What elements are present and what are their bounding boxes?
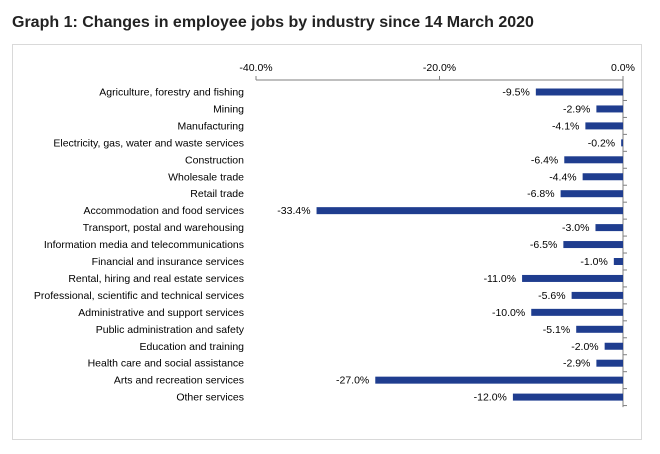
chart-title: Graph 1: Changes in employee jobs by ind… bbox=[12, 14, 534, 31]
category-label: Professional, scientific and technical s… bbox=[34, 290, 244, 302]
data-label: -6.4% bbox=[531, 154, 558, 166]
category-label: Manufacturing bbox=[177, 120, 244, 132]
bar bbox=[571, 291, 623, 299]
category-label: Agriculture, forestry and fishing bbox=[99, 87, 244, 99]
bar bbox=[596, 105, 623, 113]
bar bbox=[316, 207, 623, 215]
x-tick-label: 0.0% bbox=[611, 62, 635, 74]
category-label: Other services bbox=[176, 392, 244, 404]
category-label: Public administration and safety bbox=[96, 324, 245, 336]
category-label: Wholesale trade bbox=[168, 171, 244, 183]
data-label: -6.8% bbox=[527, 188, 554, 200]
x-tick-label: -20.0% bbox=[423, 62, 456, 74]
data-label: -11.0% bbox=[484, 273, 517, 285]
data-label: -27.0% bbox=[336, 375, 369, 387]
bar bbox=[613, 258, 623, 265]
bar bbox=[595, 224, 623, 232]
bar-layer bbox=[316, 88, 623, 401]
category-label: Accommodation and food services bbox=[84, 205, 245, 217]
data-label: -5.1% bbox=[543, 324, 570, 336]
label-layer: Agriculture, forestry and fishing -9.5% Mi… bbox=[34, 87, 615, 404]
data-label: -4.1% bbox=[552, 120, 579, 132]
category-label: Rental, hiring and real estate services bbox=[68, 273, 244, 285]
category-label: Retail trade bbox=[190, 188, 244, 200]
chart-frame bbox=[12, 44, 642, 440]
data-label: -12.0% bbox=[474, 392, 507, 404]
data-label: -1.0% bbox=[580, 256, 607, 268]
category-label: Electricity, gas, water and waste servic… bbox=[53, 137, 244, 149]
category-label: Financial and insurance services bbox=[92, 256, 244, 268]
bar bbox=[563, 241, 623, 249]
bar bbox=[522, 274, 623, 282]
category-label: Transport, postal and warehousing bbox=[83, 222, 244, 234]
bar bbox=[576, 325, 623, 333]
x-tick-label: -40.0% bbox=[239, 62, 272, 74]
bar bbox=[582, 173, 623, 181]
category-label: Arts and recreation services bbox=[114, 375, 244, 387]
bar bbox=[512, 393, 623, 401]
category-label: Mining bbox=[213, 103, 244, 115]
bar bbox=[535, 88, 623, 96]
data-label: -4.4% bbox=[549, 171, 576, 183]
bar bbox=[564, 156, 623, 164]
bar bbox=[531, 308, 623, 316]
data-label: -2.9% bbox=[563, 358, 590, 370]
data-label: -0.2% bbox=[588, 137, 615, 149]
data-label: -9.5% bbox=[502, 87, 529, 99]
category-label: Construction bbox=[185, 154, 244, 166]
category-label: Education and training bbox=[140, 341, 245, 353]
data-label: -10.0% bbox=[492, 307, 525, 319]
bar bbox=[604, 342, 623, 350]
data-label: -5.6% bbox=[538, 290, 565, 302]
bar bbox=[560, 190, 623, 198]
category-label: Information media and telecommunications bbox=[44, 239, 244, 251]
bar bbox=[585, 122, 623, 130]
data-label: -2.9% bbox=[563, 103, 590, 115]
data-label: -3.0% bbox=[562, 222, 589, 234]
data-label: -33.4% bbox=[277, 205, 310, 217]
bar bbox=[375, 376, 623, 384]
bar bbox=[621, 139, 623, 147]
category-label: Health care and social assistance bbox=[88, 358, 245, 370]
bar bbox=[596, 359, 623, 367]
data-label: -6.5% bbox=[530, 239, 557, 251]
category-label: Administrative and support services bbox=[78, 307, 244, 319]
data-label: -2.0% bbox=[571, 341, 598, 353]
